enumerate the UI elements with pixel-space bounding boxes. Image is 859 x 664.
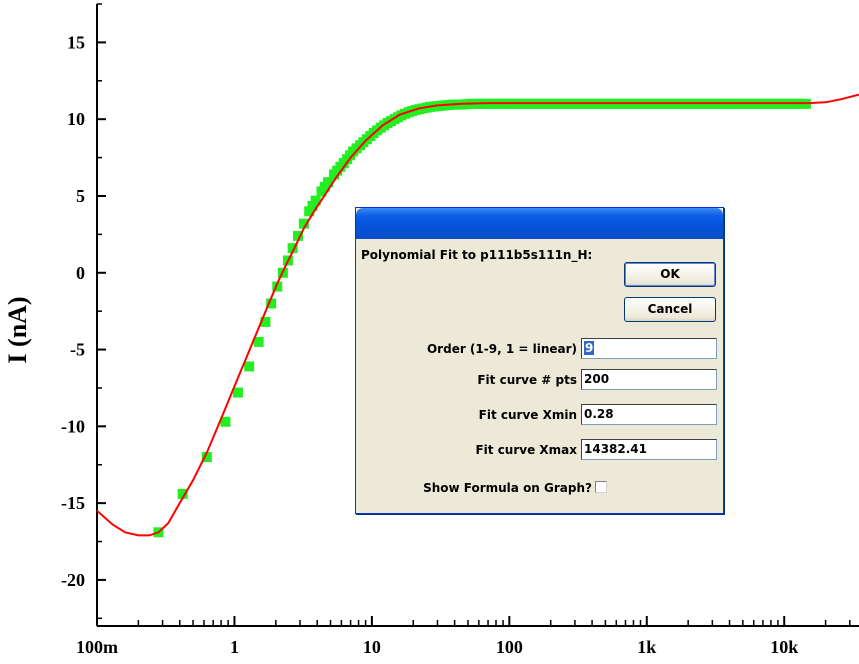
data-marker (201, 452, 212, 463)
data-marker (272, 281, 283, 292)
data-marker (298, 218, 309, 229)
y-axis-label: I (nA) (3, 296, 32, 363)
polynomial-fit-dialog: Polynomial Fit to p111b5s111n_H: OK Canc… (355, 207, 724, 514)
cancel-button[interactable]: Cancel (624, 297, 716, 322)
x-tick-label: 1 (230, 637, 239, 657)
order-label: Order (1-9, 1 = linear) (426, 342, 577, 356)
y-tick-label: -10 (61, 416, 85, 436)
fit-pts-label: Fit curve # pts (477, 373, 577, 387)
x-tick-label: 10 (363, 637, 381, 657)
fit-xmin-label: Fit curve Xmin (478, 408, 577, 422)
fit-xmin-field[interactable]: 0.28 (581, 404, 717, 425)
data-marker (253, 336, 264, 347)
order-field[interactable]: 9 (581, 338, 717, 359)
dialog-title-bar[interactable] (356, 208, 723, 239)
fit-curve-line (96, 93, 859, 537)
y-tick-label: -15 (61, 493, 85, 513)
x-tick-label: 100 (496, 637, 523, 657)
fit-pts-field[interactable]: 200 (581, 369, 717, 390)
y-tick-label: 0 (76, 263, 85, 283)
fit-xmax-field[interactable]: 14382.41 (581, 439, 717, 460)
data-marker (292, 230, 303, 241)
ok-button[interactable]: OK (624, 262, 716, 287)
y-tick-label: 5 (76, 186, 85, 206)
data-marker-fill (307, 200, 318, 211)
order-value: 9 (584, 341, 595, 355)
data-marker (287, 243, 298, 254)
data-marker (177, 488, 188, 499)
data-marker (244, 361, 255, 372)
show-formula-checkbox[interactable] (595, 481, 607, 493)
y-tick-label: -20 (61, 570, 85, 590)
data-marker (220, 416, 231, 427)
data-marker (232, 387, 243, 398)
fit-xmax-label: Fit curve Xmax (475, 443, 577, 457)
data-marker (310, 195, 321, 206)
data-marker (260, 316, 271, 327)
data-marker (323, 177, 334, 188)
dialog-prompt: Polynomial Fit to p111b5s111n_H: (361, 248, 593, 262)
x-tick-label: 100m (76, 637, 118, 657)
y-tick-label: 10 (67, 109, 85, 129)
x-tick-label: 10k (770, 637, 798, 657)
data-marker (266, 298, 277, 309)
show-formula-label: Show Formula on Graph? (423, 481, 592, 495)
y-tick-label: 15 (67, 32, 85, 52)
y-tick-label: -5 (70, 340, 85, 360)
data-marker (304, 206, 315, 217)
x-tick-label: 1k (637, 637, 656, 657)
